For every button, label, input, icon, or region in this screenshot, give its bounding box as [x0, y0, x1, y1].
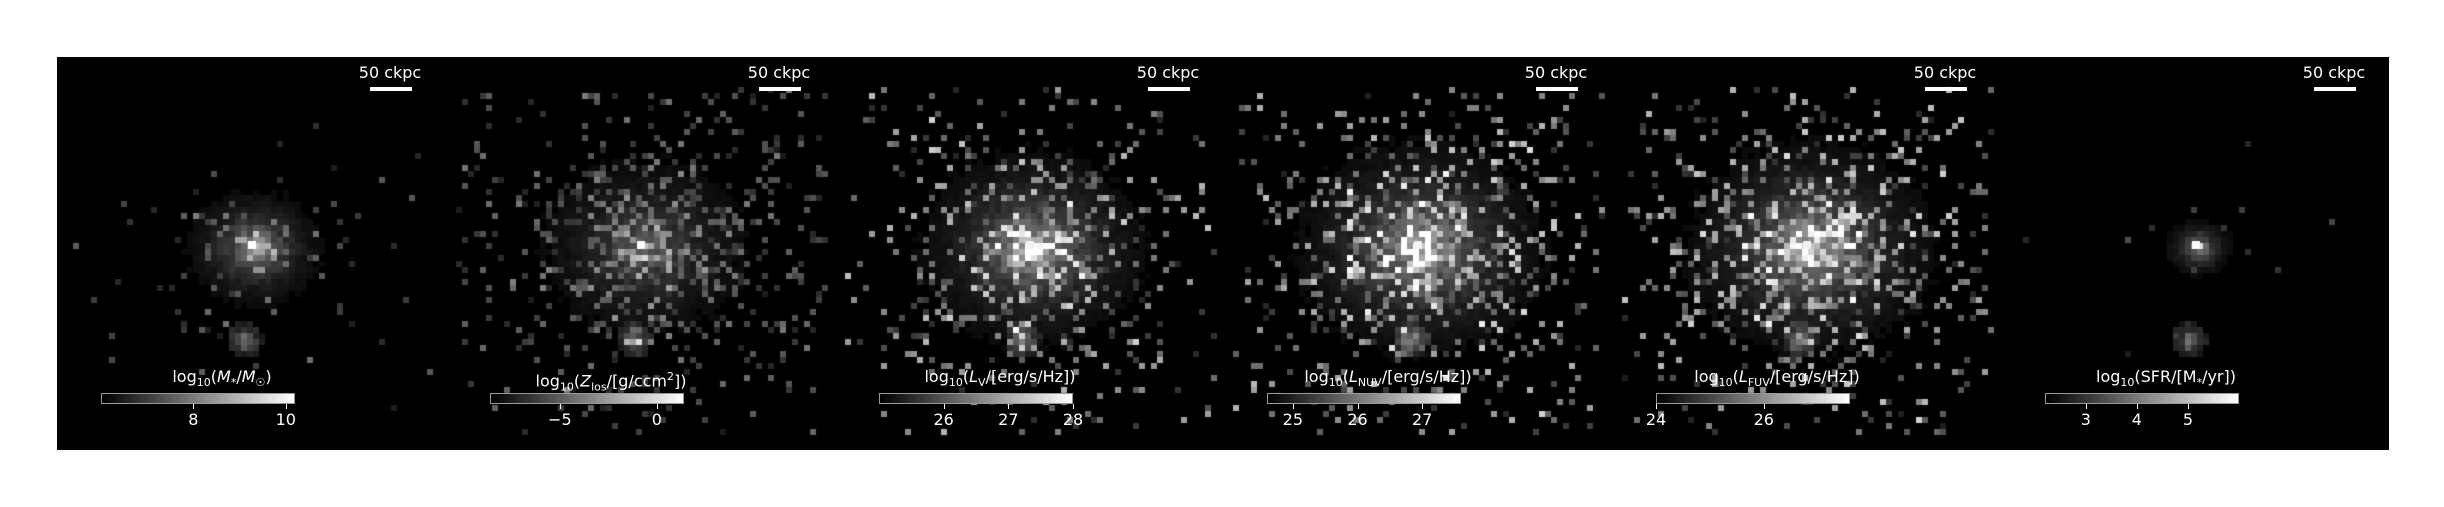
scale-bar-label: 50 ckpc [358, 63, 422, 82]
scale-bar-label: 50 ckpc [2302, 63, 2366, 82]
map-image [1223, 57, 1611, 450]
colorbar-label: log10(SFR/[M*/yr]) [2096, 367, 2236, 390]
colorbar [101, 393, 295, 404]
image-strip: 50 ckpc log10(M*/M☉) 8 10 50 ckpc log10(Zlos/… [57, 57, 2389, 450]
colorbar-tick-label: 24 [1645, 410, 1667, 429]
colorbar [1656, 393, 1850, 404]
colorbar-tick-label: 27 [1412, 410, 1433, 429]
colorbar-tick [1422, 404, 1424, 409]
scale-bar-label: 50 ckpc [747, 63, 811, 82]
scale-bar [370, 87, 412, 91]
map-panel-6: 50 ckpc log10(SFR/[M*/yr]) 3 4 5 [2001, 57, 2389, 450]
colorbar-tick-label: 5 [2182, 410, 2194, 429]
map-image [835, 57, 1223, 450]
colorbar-tick-label: 26 [1753, 410, 1774, 429]
colorbar-tick-label: 0 [651, 410, 662, 429]
colorbar-tick-label: 26 [1347, 410, 1368, 429]
colorbar [1267, 393, 1461, 404]
map-panel-4: 50 ckpc log10(LNUV/[erg/s/Hz]) 25 26 27 [1223, 57, 1611, 450]
colorbar [490, 393, 684, 404]
colorbar-tick [943, 404, 945, 409]
scale-bar-label: 50 ckpc [1524, 63, 1588, 82]
scale-bar [759, 87, 801, 91]
scale-bar [2314, 87, 2356, 91]
colorbar-tick-label: 28 [1062, 410, 1084, 429]
scale-bar [1148, 87, 1190, 91]
colorbar-tick [656, 404, 658, 409]
map-image [1612, 57, 2000, 450]
colorbar-tick-label: 10 [275, 410, 296, 429]
map-panel-3: 50 ckpc log10(LV/[erg/s/Hz]) 26 27 28 [835, 57, 1223, 450]
colorbar-label: log10(LV/[erg/s/Hz]) [924, 367, 1076, 390]
map-image [446, 57, 834, 450]
colorbar-tick-label: −5 [548, 410, 572, 429]
scale-bar [1536, 87, 1578, 91]
map-image [2001, 57, 2389, 450]
colorbar-tick [1763, 404, 1765, 409]
colorbar-tick [1357, 404, 1359, 409]
colorbar-tick [193, 404, 195, 409]
colorbar-label: log10(Zlos/[g/ccm2]) [535, 370, 687, 394]
colorbar [879, 393, 1073, 404]
colorbar-tick-label: 27 [998, 410, 1019, 429]
colorbar-label: log10(LFUV/[erg/s/Hz]) [1694, 367, 1860, 390]
map-panel-5: 50 ckpc log10(LFUV/[erg/s/Hz]) 24 26 [1612, 57, 2000, 450]
colorbar-label: log10(LNUV/[erg/s/Hz]) [1304, 367, 1472, 390]
colorbar-tick-label: 8 [188, 410, 199, 429]
colorbar-tick [2187, 404, 2189, 409]
colorbar-tick-label: 4 [2131, 410, 2142, 429]
colorbar-tick [2136, 404, 2138, 409]
colorbar-tick [1008, 404, 1010, 409]
colorbar-tick [1656, 404, 1657, 409]
colorbar-tick-label: 26 [933, 410, 954, 429]
map-panel-1: 50 ckpc log10(M*/M☉) 8 10 [57, 57, 445, 450]
colorbar-tick [1073, 404, 1074, 409]
map-panel-2: 50 ckpc log10(Zlos/[g/ccm2]) −5 0 [446, 57, 834, 450]
scale-bar-label: 50 ckpc [1913, 63, 1977, 82]
scale-bar-label: 50 ckpc [1136, 63, 1200, 82]
colorbar-tick [559, 404, 561, 409]
colorbar-tick-label: 3 [2080, 410, 2091, 429]
scale-bar [1925, 87, 1967, 91]
colorbar [2045, 393, 2239, 404]
colorbar-tick [2085, 404, 2087, 409]
map-image [57, 57, 445, 450]
colorbar-tick [285, 404, 287, 409]
colorbar-label: log10(M*/M☉) [172, 367, 272, 390]
colorbar-tick [1292, 404, 1294, 409]
colorbar-tick-label: 25 [1282, 410, 1304, 429]
